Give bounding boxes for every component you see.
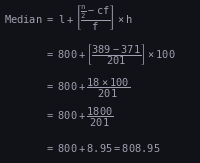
Text: $\mathtt{=\ 800+\left[\dfrac{389-371}{201}\right]\times 100}$: $\mathtt{=\ 800+\left[\dfrac{389-371}{20… <box>44 42 176 67</box>
Text: $\mathtt{=\ 800+\dfrac{18\times 100}{201}}$: $\mathtt{=\ 800+\dfrac{18\times 100}{201… <box>44 77 130 100</box>
Text: $\mathtt{=\ 800+\dfrac{1800}{201}}$: $\mathtt{=\ 800+\dfrac{1800}{201}}$ <box>44 106 114 129</box>
Text: $\mathtt{=\ 800+8.95=808.95}$: $\mathtt{=\ 800+8.95=808.95}$ <box>44 142 161 154</box>
Text: $\mathtt{Median\ =\ l+\left[\dfrac{\frac{n}{2}-cf}{f}\right]\times h}$: $\mathtt{Median\ =\ l+\left[\dfrac{\frac… <box>4 3 133 32</box>
